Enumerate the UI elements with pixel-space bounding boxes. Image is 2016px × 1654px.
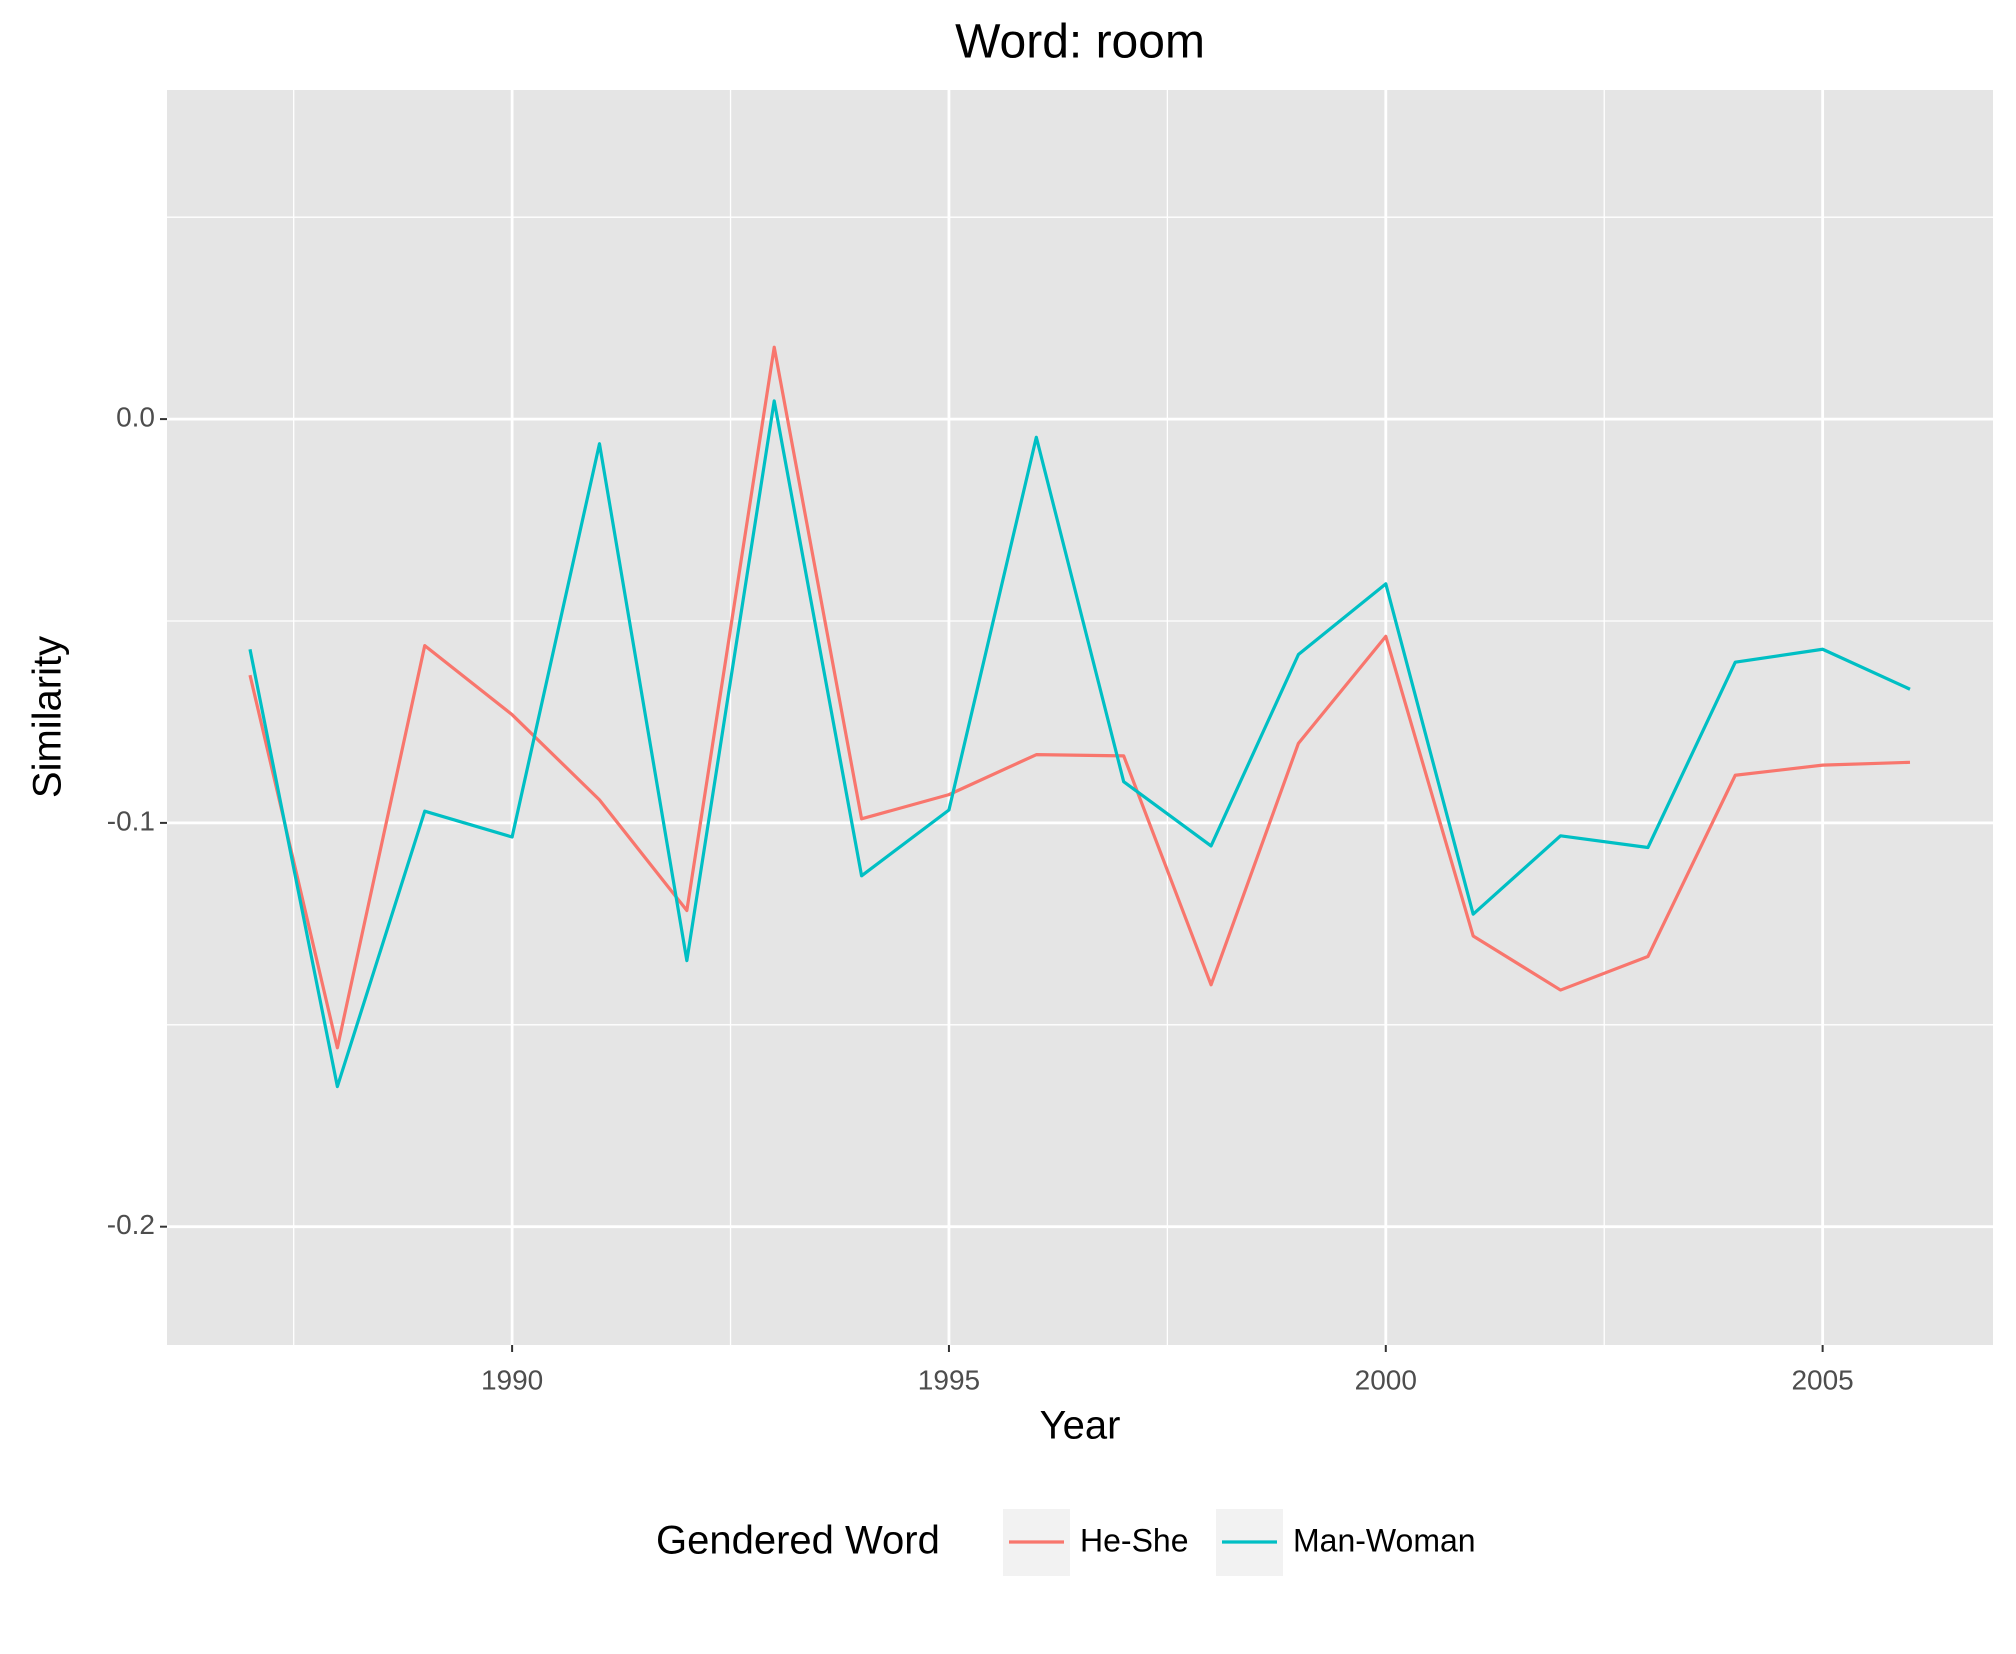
x-tick-label: 2005 — [1791, 1364, 1853, 1395]
y-tick-label: -0.2 — [107, 1209, 155, 1240]
series-line — [248, 399, 1911, 1089]
legend-label: He-She — [1080, 1522, 1189, 1558]
series-line — [248, 345, 1911, 1050]
x-tick-label: 1990 — [481, 1364, 543, 1395]
x-tick-label: 2000 — [1355, 1364, 1417, 1395]
legend-title: Gendered Word — [656, 1519, 940, 1563]
x-axis-label: Year — [1040, 1404, 1121, 1448]
y-tick-label: 0.0 — [116, 401, 155, 432]
y-axis-label: Similarity — [26, 636, 70, 798]
plot-panel — [167, 90, 1993, 1345]
y-tick-label: -0.1 — [107, 805, 155, 836]
legend-label: Man-Woman — [1293, 1522, 1476, 1558]
x-tick-label: 1995 — [918, 1364, 980, 1395]
chart-title: Word: room — [955, 16, 1205, 69]
